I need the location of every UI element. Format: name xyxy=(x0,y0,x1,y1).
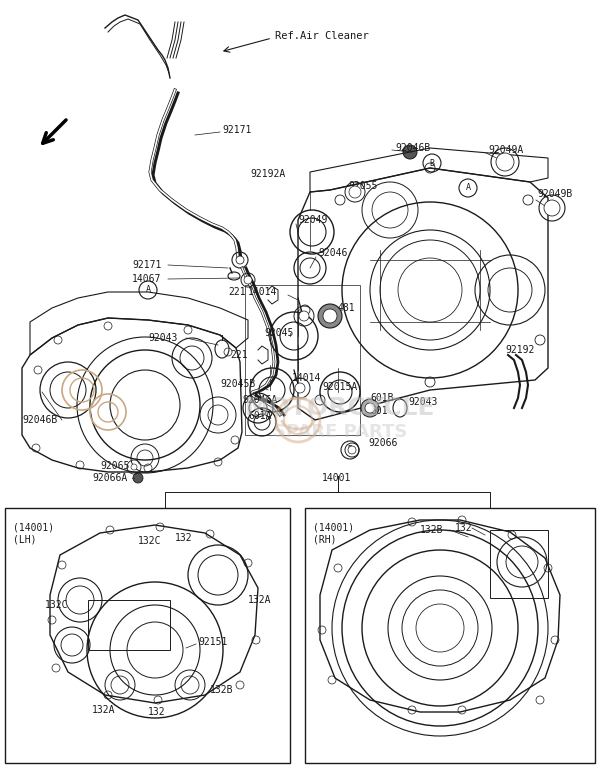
Circle shape xyxy=(299,311,309,321)
Bar xyxy=(490,530,548,598)
Circle shape xyxy=(403,145,417,159)
Circle shape xyxy=(349,186,361,198)
Bar xyxy=(88,600,170,650)
Text: Ref.Air Cleaner: Ref.Air Cleaner xyxy=(275,31,369,41)
Text: MOTORCYCLE: MOTORCYCLE xyxy=(245,396,435,420)
Text: (14001): (14001) xyxy=(13,522,54,532)
Text: 92065: 92065 xyxy=(100,461,130,471)
Text: (LH): (LH) xyxy=(13,534,37,544)
Text: 221: 221 xyxy=(230,350,248,360)
Text: 132: 132 xyxy=(148,707,166,717)
Text: 92055: 92055 xyxy=(348,181,377,191)
Text: (14001): (14001) xyxy=(313,522,354,532)
Text: 92192A: 92192A xyxy=(250,169,285,179)
Text: 92046A: 92046A xyxy=(242,395,277,405)
Circle shape xyxy=(295,383,305,393)
Text: 132A: 132A xyxy=(248,595,271,605)
Circle shape xyxy=(236,256,244,264)
Circle shape xyxy=(496,153,514,171)
Text: 92046: 92046 xyxy=(318,248,347,258)
Text: A: A xyxy=(146,285,151,294)
Text: 481: 481 xyxy=(338,303,356,313)
Circle shape xyxy=(365,403,375,413)
Text: 132C: 132C xyxy=(138,536,161,546)
Text: B: B xyxy=(430,159,434,167)
Text: 601B: 601B xyxy=(370,393,394,403)
Text: 92066A: 92066A xyxy=(92,473,127,483)
Text: 14014: 14014 xyxy=(248,287,277,297)
Bar xyxy=(245,285,360,435)
Circle shape xyxy=(131,464,137,470)
Text: 132: 132 xyxy=(175,533,193,543)
Text: 132C: 132C xyxy=(45,600,68,610)
Text: 221: 221 xyxy=(228,287,245,297)
Circle shape xyxy=(244,276,252,284)
Circle shape xyxy=(323,309,337,323)
Text: 92015A: 92015A xyxy=(322,382,357,392)
Text: SPARE PARTS: SPARE PARTS xyxy=(273,423,407,441)
Text: 132: 132 xyxy=(455,523,473,533)
Text: 14014: 14014 xyxy=(292,373,322,383)
Text: 92043: 92043 xyxy=(408,397,437,407)
Circle shape xyxy=(133,473,143,483)
Text: 132B: 132B xyxy=(420,525,443,535)
Circle shape xyxy=(544,200,560,216)
Text: 92066: 92066 xyxy=(368,438,397,448)
Text: 14001: 14001 xyxy=(322,473,352,483)
Bar xyxy=(5,508,290,763)
Text: 92045: 92045 xyxy=(264,328,293,338)
Text: 132B: 132B xyxy=(210,685,233,695)
Text: 92045B: 92045B xyxy=(220,379,255,389)
Text: 601: 601 xyxy=(370,406,388,416)
Circle shape xyxy=(348,446,356,454)
Text: 132A: 132A xyxy=(92,705,115,715)
Text: 601A: 601A xyxy=(248,411,271,421)
Text: 92171: 92171 xyxy=(222,125,251,135)
Text: 92192: 92192 xyxy=(505,345,535,355)
Circle shape xyxy=(361,399,379,417)
Text: 92171: 92171 xyxy=(132,260,161,270)
Text: 92043: 92043 xyxy=(148,333,178,343)
Bar xyxy=(305,508,595,763)
Text: 92049A: 92049A xyxy=(488,145,523,155)
Text: 92046B: 92046B xyxy=(22,415,57,425)
Text: 92049B: 92049B xyxy=(537,189,572,199)
Text: 14067: 14067 xyxy=(132,274,161,284)
Text: 92049: 92049 xyxy=(298,215,328,225)
Circle shape xyxy=(318,304,342,328)
Text: 92151: 92151 xyxy=(198,637,227,647)
Text: 92046B: 92046B xyxy=(395,143,430,153)
Text: (RH): (RH) xyxy=(313,534,337,544)
Text: A: A xyxy=(466,184,470,192)
Text: B: B xyxy=(347,446,353,454)
